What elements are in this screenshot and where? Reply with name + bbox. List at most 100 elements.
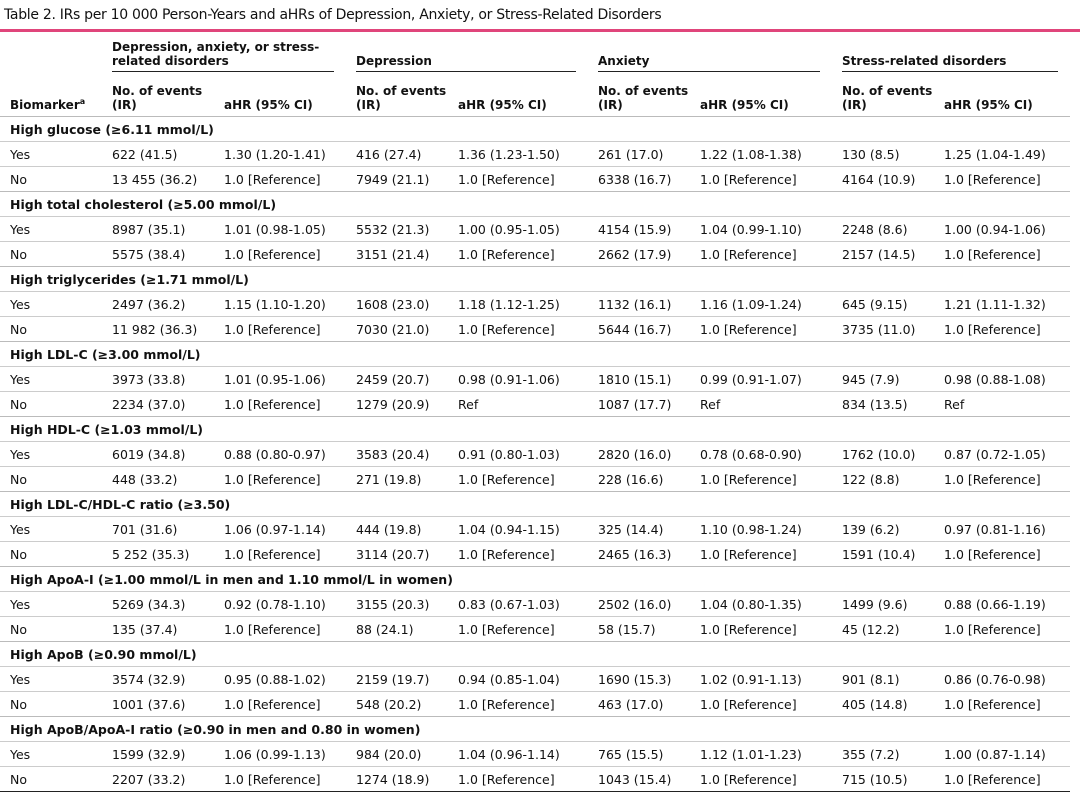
- biomarker-header: Biomarkera: [0, 32, 102, 117]
- cell: Ref: [448, 391, 589, 417]
- cell: 834 (13.5): [832, 391, 935, 417]
- data-row: No 2234 (37.0) 1.0 [Reference] 1279 (20.9) R…: [0, 391, 1071, 417]
- cell: 2820 (16.0): [588, 441, 691, 467]
- column-header: No. of events (IR): [356, 84, 447, 112]
- cell: 2465 (16.3): [588, 541, 691, 567]
- footnote-mark: a: [79, 97, 86, 106]
- cell: 0.99 (0.91-1.07): [690, 366, 833, 392]
- row-label: No: [0, 541, 102, 567]
- data-row: Yes 3574 (32.9) 0.95 (0.88-1.02) 2159 (19.7…: [0, 666, 1071, 692]
- cell: 1.04 (0.96-1.14): [448, 741, 589, 767]
- cell: 2157 (14.5): [832, 241, 935, 267]
- row-label: Yes: [0, 516, 102, 542]
- cell: 1.0 [Reference]: [214, 541, 347, 567]
- data-row: Yes 622 (41.5) 1.30 (1.20-1.41) 416 (27.4) 1…: [0, 141, 1071, 167]
- cell: 1.0 [Reference]: [934, 766, 1071, 792]
- cell: 1.0 [Reference]: [690, 241, 833, 267]
- section-label: High HDL-C (≥1.03 mmol/L): [0, 416, 1071, 442]
- table-title: Table 2. IRs per 10 000 Person-Years and…: [0, 0, 1080, 32]
- column-header: No. of events (IR): [842, 84, 933, 112]
- cell: 0.92 (0.78-1.10): [214, 591, 347, 617]
- group-label: Anxiety: [598, 54, 821, 72]
- cell: 3583 (20.4): [346, 441, 449, 467]
- column-header: aHR (95% CI): [700, 98, 789, 112]
- cell: 5644 (16.7): [588, 316, 691, 342]
- cell: 1.0 [Reference]: [214, 166, 347, 192]
- cell: 2159 (19.7): [346, 666, 449, 692]
- cell: 0.88 (0.80-0.97): [214, 441, 347, 467]
- cell: 1.0 [Reference]: [690, 466, 833, 492]
- row-label: No: [0, 391, 102, 417]
- data-row: Yes 701 (31.6) 1.06 (0.97-1.14) 444 (19.8) 1…: [0, 516, 1071, 542]
- row-label: No: [0, 316, 102, 342]
- section-row: High total cholesterol (≥5.00 mmol/L): [0, 191, 1071, 217]
- cell: 1.0 [Reference]: [448, 466, 589, 492]
- cell: 7030 (21.0): [346, 316, 449, 342]
- cell: 548 (20.2): [346, 691, 449, 717]
- cell: 3114 (20.7): [346, 541, 449, 567]
- cell: 2234 (37.0): [102, 391, 214, 417]
- row-label: Yes: [0, 591, 102, 617]
- cell: 1.00 (0.87-1.14): [934, 741, 1071, 767]
- row-label: Yes: [0, 366, 102, 392]
- cell: 1.0 [Reference]: [448, 166, 589, 192]
- cell: 1.0 [Reference]: [448, 766, 589, 792]
- data-row: Yes 3973 (33.8) 1.01 (0.95-1.06) 2459 (20.7…: [0, 366, 1071, 392]
- cell: 8987 (35.1): [102, 216, 214, 242]
- cell: 1.0 [Reference]: [934, 466, 1071, 492]
- cell: 1591 (10.4): [832, 541, 935, 567]
- cell: 1.21 (1.11-1.32): [934, 291, 1071, 317]
- cell: 5 252 (35.3): [102, 541, 214, 567]
- cell: 1.04 (0.94-1.15): [448, 516, 589, 542]
- row-label: No: [0, 691, 102, 717]
- cell: 1.0 [Reference]: [690, 166, 833, 192]
- cell: 984 (20.0): [346, 741, 449, 767]
- cell: 271 (19.8): [346, 466, 449, 492]
- cell: 1499 (9.6): [832, 591, 935, 617]
- cell: 0.91 (0.80-1.03): [448, 441, 589, 467]
- section-label: High LDL-C (≥3.00 mmol/L): [0, 341, 1071, 367]
- data-row: No 5575 (38.4) 1.0 [Reference] 3151 (21.4) 1…: [0, 241, 1071, 267]
- cell: 0.88 (0.66-1.19): [934, 591, 1071, 617]
- cell: 1.10 (0.98-1.24): [690, 516, 833, 542]
- cell: 1.15 (1.10-1.20): [214, 291, 347, 317]
- group-header: Anxiety: [588, 32, 832, 72]
- group-header: Depression: [346, 32, 588, 72]
- cell: Ref: [690, 391, 833, 417]
- cell: 1.0 [Reference]: [214, 391, 347, 417]
- data-row: No 1001 (37.6) 1.0 [Reference] 548 (20.2) 1.…: [0, 691, 1071, 717]
- cell: 3151 (21.4): [346, 241, 449, 267]
- column-header: No. of events (IR): [112, 84, 203, 112]
- cell: 416 (27.4): [346, 141, 449, 167]
- cell: 1.0 [Reference]: [934, 541, 1071, 567]
- cell: 4154 (15.9): [588, 216, 691, 242]
- row-label: No: [0, 616, 102, 642]
- cell: 1.0 [Reference]: [690, 766, 833, 792]
- cell: 701 (31.6): [102, 516, 214, 542]
- cell: 58 (15.7): [588, 616, 691, 642]
- row-label: Yes: [0, 216, 102, 242]
- row-label: No: [0, 466, 102, 492]
- section-row: High triglycerides (≥1.71 mmol/L): [0, 266, 1071, 292]
- data-table: Biomarkera Depression, anxiety, or stres…: [0, 32, 1071, 792]
- cell: 1001 (37.6): [102, 691, 214, 717]
- data-row: Yes 8987 (35.1) 1.01 (0.98-1.05) 5532 (21.3…: [0, 216, 1071, 242]
- cell: 1.22 (1.08-1.38): [690, 141, 833, 167]
- cell: 88 (24.1): [346, 616, 449, 642]
- cell: 444 (19.8): [346, 516, 449, 542]
- cell: 139 (6.2): [832, 516, 935, 542]
- cell: 1279 (20.9): [346, 391, 449, 417]
- table-header: Biomarkera Depression, anxiety, or stres…: [0, 32, 1071, 117]
- cell: 3155 (20.3): [346, 591, 449, 617]
- column-header-row: No. of events (IR) aHR (95% CI) No. of eve…: [0, 72, 1070, 117]
- cell: 1.0 [Reference]: [214, 691, 347, 717]
- cell: 1.01 (0.95-1.06): [214, 366, 347, 392]
- cell: 1.0 [Reference]: [690, 541, 833, 567]
- cell: 228 (16.6): [588, 466, 691, 492]
- data-row: Yes 6019 (34.8) 0.88 (0.80-0.97) 3583 (20.4…: [0, 441, 1071, 467]
- cell: 645 (9.15): [832, 291, 935, 317]
- cell: 1274 (18.9): [346, 766, 449, 792]
- cell: 325 (14.4): [588, 516, 691, 542]
- section-label: High glucose (≥6.11 mmol/L): [0, 116, 1071, 142]
- section-label: High ApoB (≥0.90 mmol/L): [0, 641, 1071, 667]
